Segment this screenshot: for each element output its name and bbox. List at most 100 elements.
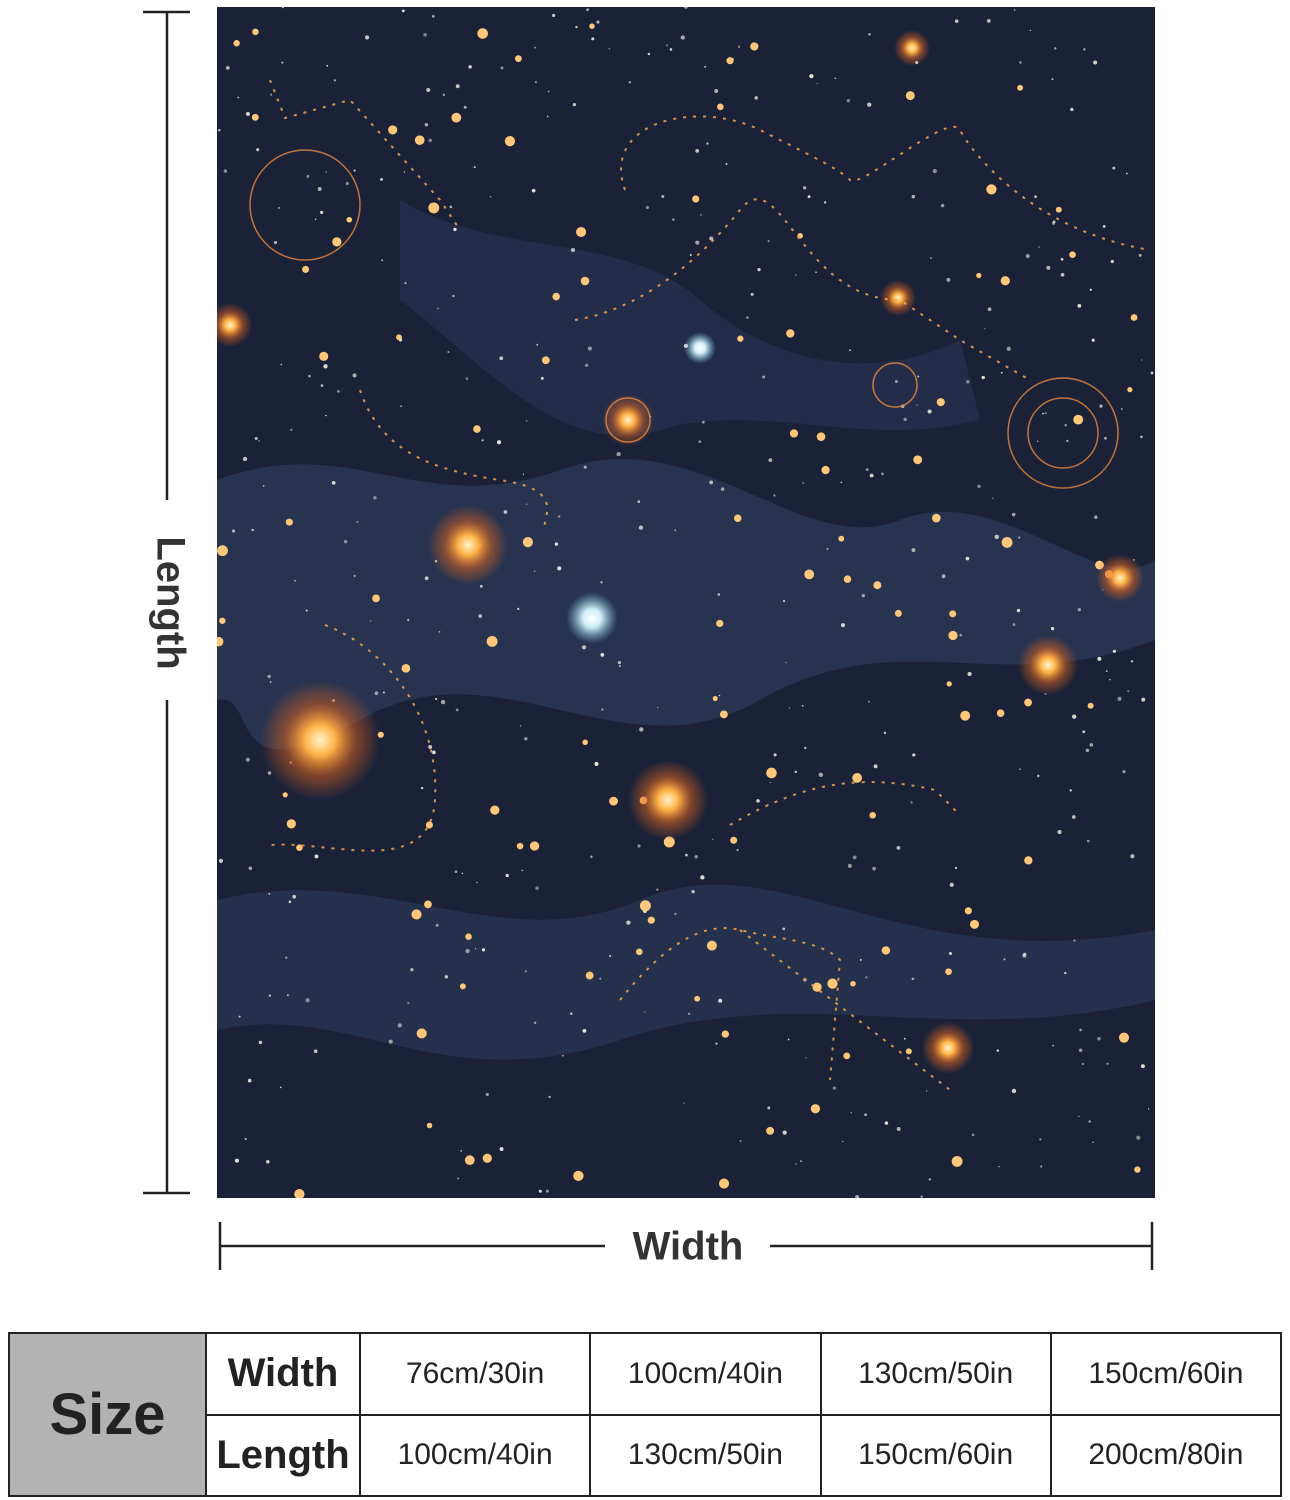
star [388,1039,393,1044]
blanket-illustration: Length Width [143,7,1155,1270]
star [684,332,716,364]
star [524,970,527,973]
star [787,1038,790,1041]
star [868,32,871,36]
table-header: Size [8,1332,207,1497]
star [843,1052,851,1060]
star [273,240,278,245]
star [969,919,980,929]
star [1013,9,1016,11]
star [323,364,328,369]
star [586,8,590,12]
star [248,866,253,871]
star [473,166,476,169]
star [331,480,336,485]
star [465,377,469,380]
star [548,1095,551,1099]
star [524,737,528,741]
star [486,635,498,647]
star [867,102,872,107]
star [1073,939,1076,942]
star [1130,314,1138,321]
star [949,610,957,618]
star [517,607,520,610]
star [717,593,721,596]
star [1025,254,1030,259]
star [305,609,308,612]
star [333,79,336,82]
star [314,854,319,859]
star [464,1155,475,1166]
star [540,376,544,380]
table-cell: 100cm/40in [589,1332,822,1416]
star [827,978,838,989]
star [531,188,536,193]
star [739,1139,742,1143]
star [1097,1036,1101,1041]
star [1096,554,1144,602]
star [533,1021,537,1024]
star [545,1189,549,1193]
star [716,619,724,628]
star [219,617,226,624]
star [1027,397,1099,469]
star [424,576,429,581]
star [701,420,705,424]
star [582,1028,587,1033]
star [965,556,970,561]
star [946,681,952,687]
star [694,995,701,1002]
star [711,838,714,840]
star [343,539,348,544]
star [1057,830,1062,835]
star [482,1153,492,1163]
star [773,494,776,497]
star [1127,690,1129,692]
star [1069,789,1072,792]
star [674,529,676,532]
star [1040,1165,1043,1168]
star [1060,257,1064,261]
star [317,187,322,192]
star [815,271,817,273]
star [1078,1115,1080,1117]
star [948,951,952,955]
star [964,907,972,915]
star [996,1049,1000,1052]
star [804,569,815,580]
star [404,282,407,285]
star [905,1048,912,1055]
star [562,1054,564,1057]
star [617,660,622,665]
star [1089,288,1092,291]
star [306,174,310,178]
star [801,704,804,707]
star [397,1023,402,1028]
star [841,623,845,628]
star [992,497,994,499]
star [231,529,236,533]
star [1070,107,1074,112]
star [737,335,744,342]
star [932,513,941,523]
star [305,998,310,1003]
star [435,697,438,701]
star [766,767,777,779]
star [585,971,594,980]
star [217,545,228,557]
star [865,976,868,979]
star [238,1015,241,1018]
star [226,66,230,70]
star [596,20,600,24]
star [986,184,997,195]
star [618,665,621,668]
table-cell: 130cm/50in [589,1413,822,1497]
star [1060,272,1065,277]
star [1140,359,1143,361]
star [269,624,437,852]
star [1054,47,1057,50]
star [1110,259,1114,264]
star [709,236,714,241]
star [444,975,449,979]
star [754,96,758,100]
